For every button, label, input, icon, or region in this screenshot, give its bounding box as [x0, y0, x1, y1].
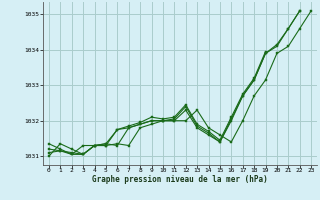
X-axis label: Graphe pression niveau de la mer (hPa): Graphe pression niveau de la mer (hPa)	[92, 175, 268, 184]
